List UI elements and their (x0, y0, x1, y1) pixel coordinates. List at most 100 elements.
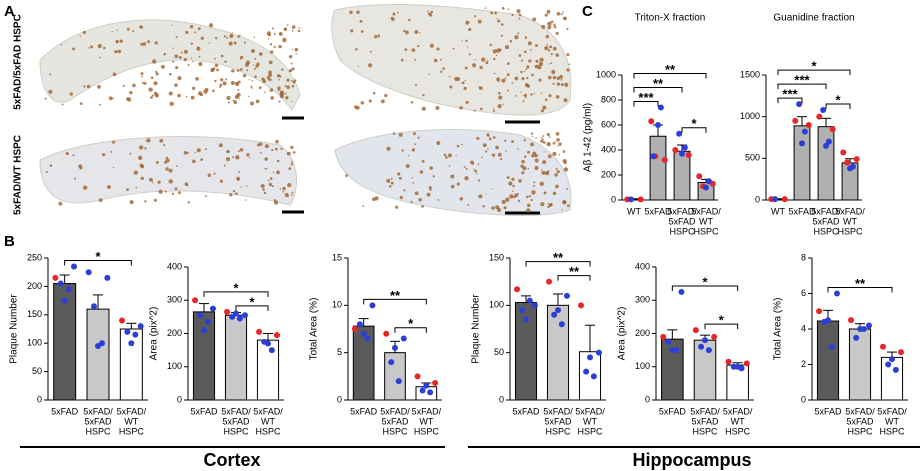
y-tick-label: 100 (489, 300, 504, 310)
plaque-dot (544, 98, 548, 102)
plaque-dot (520, 91, 522, 93)
plaque-dot (138, 145, 144, 150)
plaque-dot (239, 34, 241, 36)
plaque-dot (544, 13, 548, 17)
plaque-dot (532, 17, 537, 22)
plaque-dot (239, 148, 244, 152)
plaque-dot (269, 177, 273, 180)
plaque-dot (464, 176, 469, 181)
plaque-dot (198, 61, 203, 67)
bar (673, 150, 691, 201)
data-point (660, 333, 667, 340)
plaque-dot (133, 170, 138, 175)
plaque-dot (495, 54, 498, 57)
x-tick-label: 5xFAD (51, 406, 79, 416)
plaque-dot (117, 49, 122, 54)
x-tick-label: 5xFAD (691, 416, 719, 426)
x-tick-label: 5xFAD/ (690, 406, 720, 416)
plaque-dot (189, 25, 194, 29)
plaque-dot (251, 80, 253, 82)
bar (192, 311, 216, 401)
plaque-dot (511, 13, 514, 17)
data-point (816, 308, 823, 315)
plaque-dot (153, 198, 157, 202)
plaque-dot (521, 77, 525, 81)
plaque-dot (442, 67, 445, 70)
plaque-dot (459, 197, 464, 201)
plaque-dot (251, 87, 253, 89)
plaque-dot (563, 167, 569, 172)
y-tick-label: 4 (801, 323, 806, 333)
plaque-dot (86, 84, 91, 89)
plaque-dot (527, 150, 530, 154)
y-axis-label: Area (pix^2) (617, 307, 628, 361)
data-point (392, 344, 398, 351)
plaque-dot (399, 195, 403, 200)
plaque-dot (541, 24, 546, 29)
plaque-dot (279, 33, 282, 36)
plaque-dot (517, 199, 521, 202)
plaque-dot (151, 59, 157, 64)
data-point (273, 332, 280, 339)
plaque-dot (543, 191, 547, 195)
plaque-dot (258, 86, 262, 90)
plaque-dot (454, 76, 459, 82)
plaque-dot (464, 66, 468, 70)
y-tick-label: 0 (755, 194, 760, 204)
plaque-dot (264, 167, 266, 170)
plaque-dot (291, 100, 293, 103)
plaque-dot (421, 106, 426, 111)
plaque-dot (493, 57, 496, 61)
plaque-dot (283, 27, 287, 31)
bar (816, 320, 840, 401)
data-point (57, 280, 64, 287)
data-point (71, 263, 77, 270)
data-point (692, 327, 699, 334)
plaque-dot (485, 150, 488, 153)
plaque-dot (291, 29, 294, 32)
x-tick-label: WT (627, 206, 641, 216)
plaque-dot (174, 83, 178, 87)
plaque-dot (78, 164, 83, 169)
data-point (236, 315, 243, 322)
plaque-dot (555, 131, 560, 136)
plaque-dot (281, 68, 284, 71)
plaque-dot (255, 99, 260, 104)
plaque-dot (116, 29, 118, 32)
plaque-dot (553, 23, 556, 26)
data-point (840, 149, 847, 156)
plaque-dot (558, 154, 560, 156)
plaque-dot (45, 170, 48, 173)
plaque-dot (158, 189, 163, 194)
y-tick-label: 0 (177, 394, 182, 404)
plaque-dot (294, 79, 297, 82)
plaque-dot (408, 18, 411, 22)
plaque-dot (228, 41, 233, 46)
plaque-dot (562, 150, 566, 153)
plaque-dot (200, 158, 204, 161)
plaque-dot (560, 79, 563, 81)
significance-bracket (235, 305, 269, 311)
plaque-dot (197, 27, 201, 31)
plaque-dot (196, 46, 201, 51)
significance-bracket (671, 285, 739, 291)
plaque-dot (490, 11, 493, 15)
plaque-dot (504, 139, 507, 143)
plaque-dot (214, 79, 217, 83)
plaque-dot (563, 98, 568, 103)
plaque-dot (412, 182, 415, 184)
plaque-dot (49, 164, 53, 167)
plaque-dot (481, 156, 483, 159)
plaque-dot (542, 135, 545, 137)
y-tick-label: 1500 (740, 69, 760, 79)
plaque-dot (360, 101, 365, 105)
plaque-dot (220, 78, 224, 82)
y-tick-label: 1000 (740, 111, 760, 121)
plaque-dot (160, 64, 165, 69)
plaque-dot (110, 150, 113, 153)
plaque-dot (429, 188, 432, 191)
plaque-dot (390, 16, 394, 20)
plaque-dot (534, 165, 539, 171)
data-point (847, 165, 853, 172)
x-tick-label: 5xFAD (544, 416, 572, 426)
